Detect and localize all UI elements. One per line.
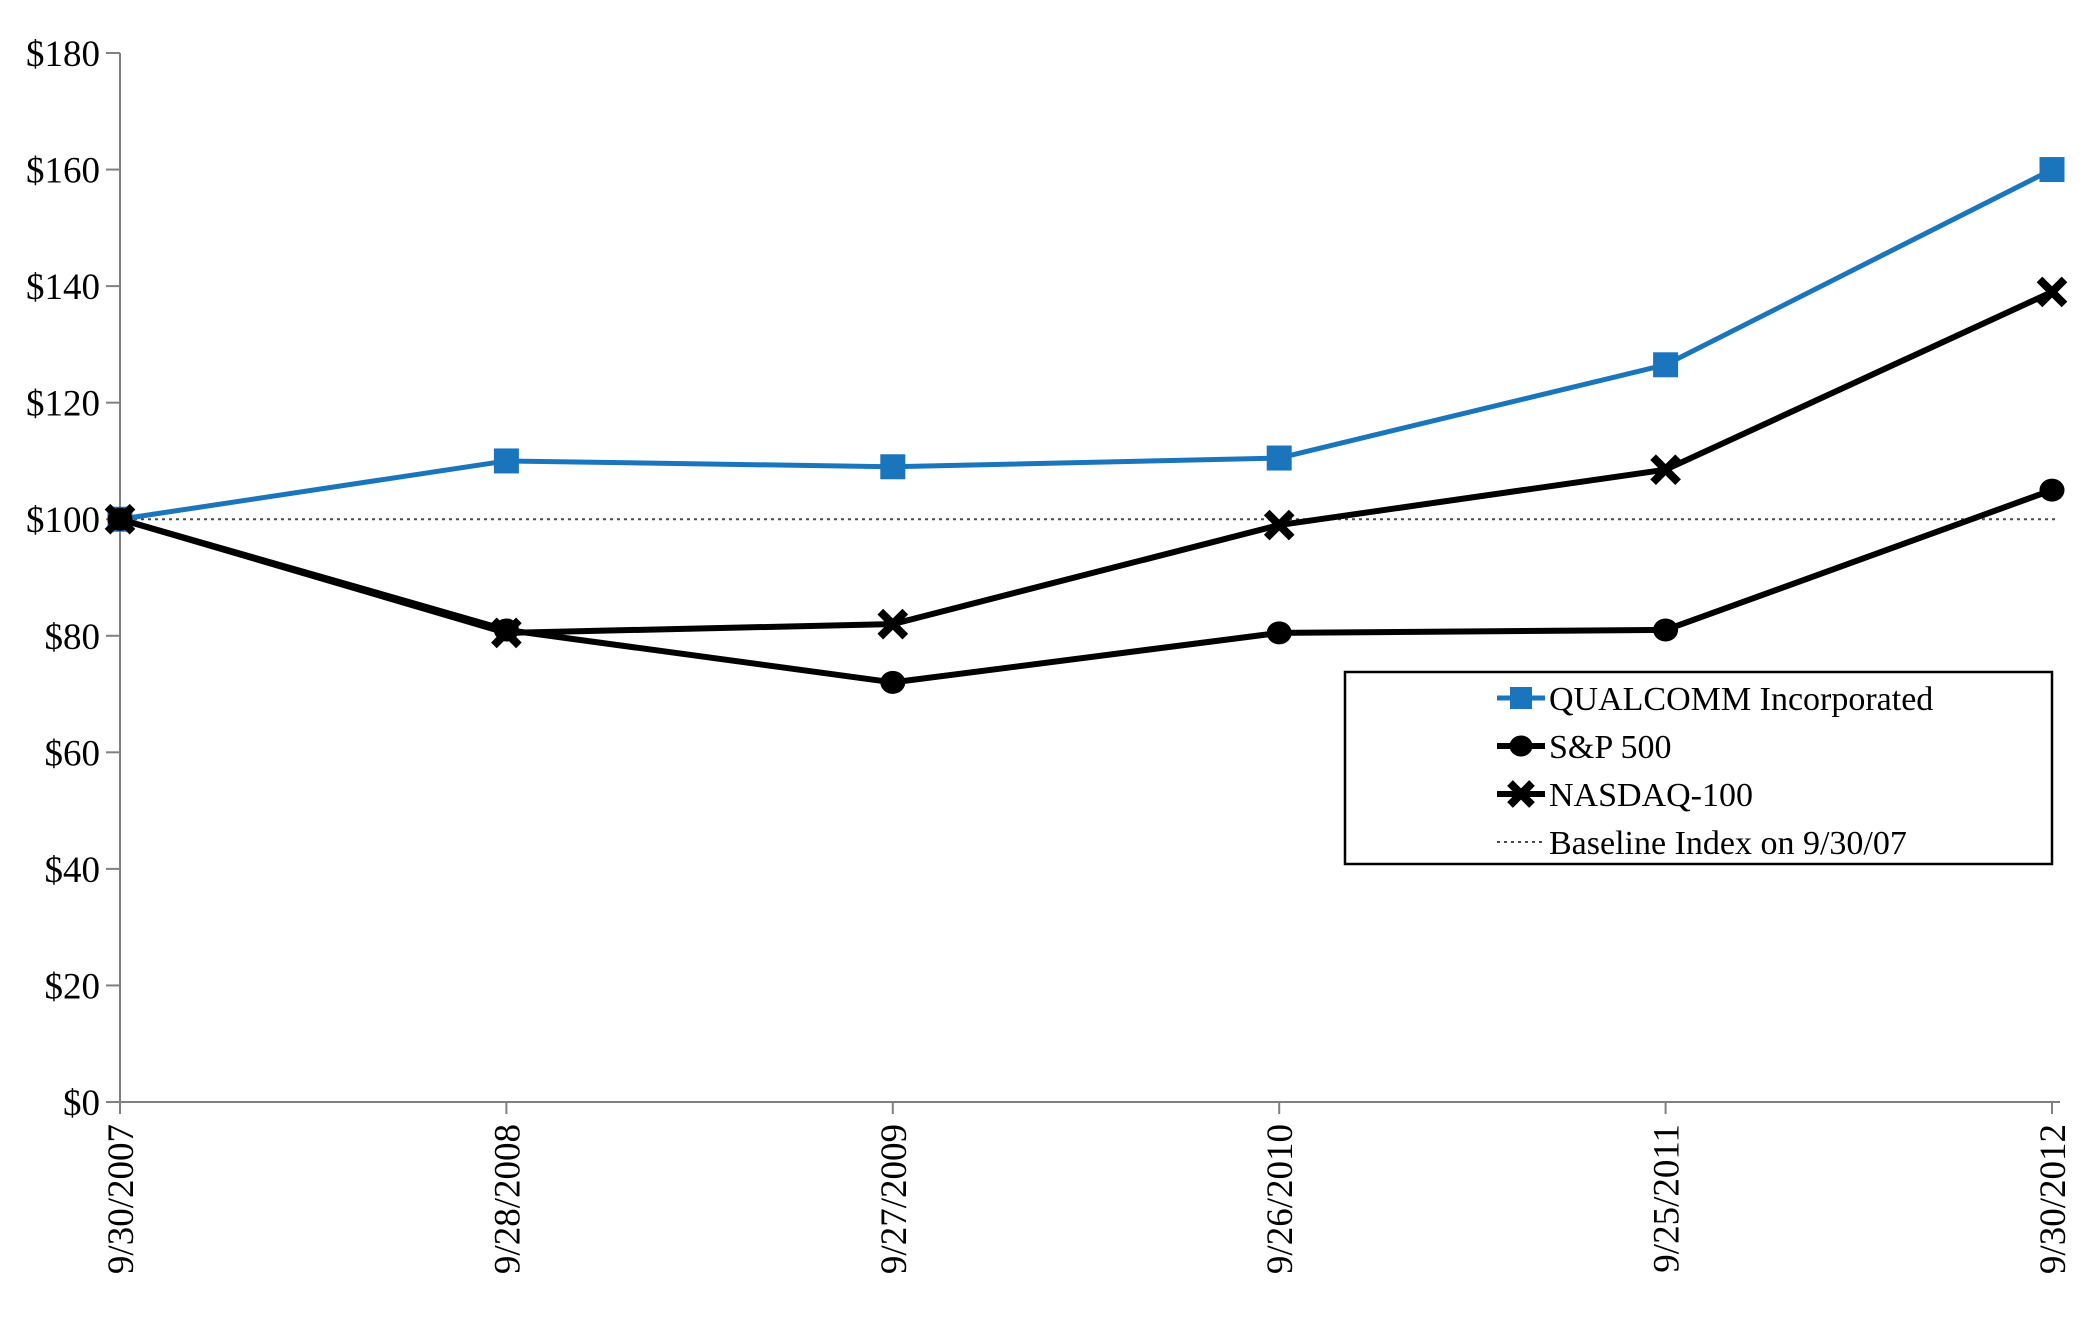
x-tick-label: 9/27/2009: [874, 1124, 915, 1274]
legend-item: NASDAQ-100: [1497, 777, 1753, 814]
y-tick-label: $40: [45, 850, 101, 891]
legend-label: S&P 500: [1549, 729, 1672, 766]
y-tick-label: $0: [63, 1083, 100, 1124]
axes: $0 $20 $40 $60 $80 $100 $120 $140 $160 $180 9/30/2…: [26, 34, 2074, 1274]
series-qualcomm: [107, 157, 2065, 532]
y-tick-label: $100: [26, 500, 100, 541]
x-marker-stroke: [1650, 454, 1681, 486]
x-marker-stroke: [1263, 509, 1295, 541]
x-tick-label: 9/26/2010: [1260, 1124, 1301, 1274]
y-tick-label: $80: [45, 617, 101, 658]
square-marker: [1653, 352, 1679, 378]
x-tick-label: 9/30/2007: [101, 1124, 142, 1274]
y-tick-label: $20: [45, 966, 101, 1007]
x-tick-label: 9/28/2008: [487, 1124, 528, 1274]
x-marker-stroke: [1507, 780, 1535, 808]
circle-marker: [1653, 618, 1679, 642]
square-marker: [1510, 687, 1532, 709]
legend-item: QUALCOMM Incorporated: [1497, 681, 1933, 718]
series-sp500: [107, 478, 2065, 694]
x-tick-label: 9/30/2012: [2033, 1124, 2074, 1274]
x-tick-label: 9/25/2011: [1647, 1124, 1688, 1273]
circle-marker: [1509, 735, 1533, 757]
circle-marker: [880, 670, 906, 694]
legend-label: QUALCOMM Incorporated: [1549, 681, 1933, 718]
series-nasdaq100: [104, 276, 2068, 649]
x-marker-stroke: [877, 608, 909, 640]
y-tick-label: $60: [45, 733, 101, 774]
square-marker: [493, 448, 519, 474]
legend-item: S&P 500: [1497, 729, 1672, 766]
circle-marker: [1266, 621, 1292, 645]
series-line: [117, 288, 2055, 636]
series-line: [117, 167, 2055, 522]
legend-label: Baseline Index on 9/30/07: [1549, 825, 1907, 862]
y-tick-label: $120: [26, 384, 100, 425]
square-marker: [880, 454, 906, 480]
square-marker: [1266, 445, 1292, 471]
legend-label: NASDAQ-100: [1549, 777, 1753, 814]
x-marker-stroke: [104, 503, 136, 535]
legend-item: Baseline Index on 9/30/07: [1497, 825, 1907, 862]
y-tick-label: $140: [26, 267, 100, 308]
circle-marker: [2039, 478, 2065, 502]
legend: [1343, 670, 2054, 866]
square-marker: [2039, 157, 2065, 183]
y-tick-label: $160: [26, 151, 100, 192]
legend-box: [1343, 670, 2054, 866]
x-marker-stroke: [2036, 276, 2068, 308]
y-tick-label: $180: [26, 34, 100, 75]
x-marker-stroke: [491, 617, 522, 649]
